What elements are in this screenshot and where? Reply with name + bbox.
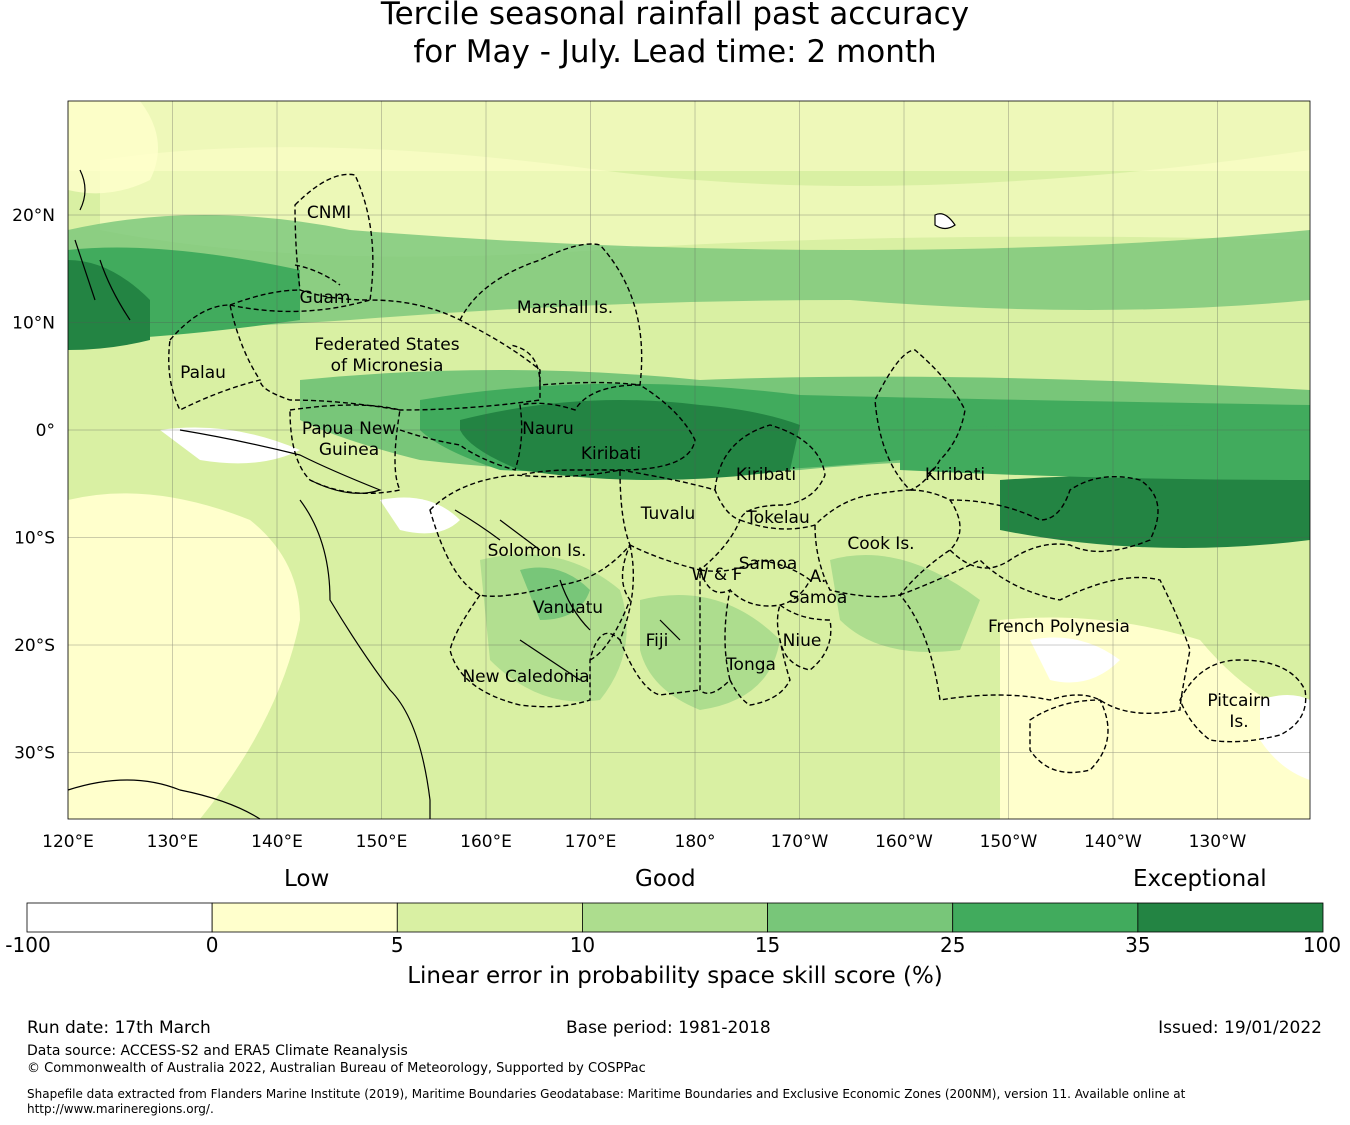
label-solomon-is: Solomon Is. (488, 541, 587, 561)
colorbar-segment (396, 902, 583, 933)
colorbar-label-low: Low (284, 866, 330, 892)
label-kiribati-phoenix: Kiribati (736, 465, 796, 485)
label-new-caledonia: New Caledonia (462, 667, 589, 687)
colorbar-tick-label: 25 (939, 933, 966, 957)
colorbar-tick-label: 5 (390, 933, 404, 957)
label-marshall-is: Marshall Is. (517, 298, 613, 318)
copyright: © Commonwealth of Australia 2022, Austra… (27, 1061, 646, 1076)
label-png-line2: Guinea (319, 440, 379, 460)
longitude-tick-label: 140°E (251, 832, 303, 852)
colorbar-title: Linear error in probability space skill … (407, 963, 943, 989)
label-palau: Palau (180, 363, 226, 383)
longitude-tick-label: 160°E (460, 832, 512, 852)
colorbar-tick-label: 0 (205, 933, 219, 957)
colorbar-tick-label: 10 (569, 933, 596, 957)
label-niue: Niue (783, 631, 822, 651)
longitude-tick-label: 170°W (771, 832, 829, 852)
colorbar-segment (1137, 902, 1324, 933)
latitude-tick-label: 10°S (14, 529, 55, 549)
label-samoa: Samoa (739, 554, 798, 574)
latitude-labels: 20°N 10°N 0° 10°S 20°S 30°S (12, 206, 55, 764)
map-frame (67, 100, 1311, 820)
label-tuvalu: Tuvalu (640, 504, 696, 524)
latitude-tick-label: 30°S (14, 744, 55, 764)
label-french-polynesia: French Polynesia (988, 617, 1130, 637)
shapefile-credit-line1: Shapefile data extracted from Flanders M… (27, 1087, 1186, 1101)
issued-date: Issued: 19/01/2022 (1158, 1018, 1322, 1038)
latitude-tick-label: 0° (36, 421, 55, 441)
colorbar-segment (26, 902, 213, 933)
latitude-tick-label: 20°N (12, 206, 55, 226)
title-line-2: for May - July. Lead time: 2 month (413, 34, 937, 70)
colorbar-segment (211, 902, 398, 933)
label-fsm-line2: of Micronesia (331, 356, 444, 376)
colorbar-tick-label: -100 (5, 933, 51, 957)
colorbar (26, 902, 1324, 933)
latitude-tick-label: 10°N (12, 314, 55, 334)
eez-boundaries (168, 173, 1307, 774)
label-nauru: Nauru (522, 419, 574, 439)
longitude-labels: 120°E 130°E 140°E 150°E 160°E 170°E 180° 170°W 1… (42, 832, 1246, 852)
label-american-samoa-line1: A. (810, 567, 827, 587)
longitude-tick-label: 120°E (42, 832, 94, 852)
longitude-tick-label: 130°E (147, 832, 199, 852)
longitude-tick-label: 150°E (356, 832, 408, 852)
label-fsm-line1: Federated States (314, 335, 459, 355)
label-fiji: Fiji (646, 631, 669, 651)
label-guam: Guam (300, 288, 351, 308)
label-wallis-futuna: W & F (692, 565, 743, 585)
longitude-tick-label: 160°W (875, 832, 933, 852)
longitude-tick-label: 140°W (1084, 832, 1142, 852)
run-date: Run date: 17th March (27, 1018, 211, 1038)
label-kiribati-gilbert: Kiribati (581, 444, 641, 464)
longitude-tick-label: 130°W (1189, 832, 1247, 852)
label-png-line1: Papua New (302, 419, 396, 439)
data-source: Data source: ACCESS-S2 and ERA5 Climate … (27, 1043, 408, 1059)
label-tokelau: Tokelau (745, 508, 810, 528)
label-american-samoa-line2: Samoa (789, 588, 848, 608)
latitude-tick-label: 20°S (14, 636, 55, 656)
label-pitcairn-line1: Pitcairn (1207, 691, 1270, 711)
longitude-tick-label: 170°E (565, 832, 617, 852)
colorbar-tick-label: 15 (754, 933, 781, 957)
coastlines (67, 169, 956, 820)
label-kiribati-line: Kiribati (925, 465, 985, 485)
colorbar-segment (582, 902, 768, 933)
colorbar-label-exceptional: Exceptional (1133, 866, 1267, 892)
graticule (67, 101, 1310, 819)
shapefile-credit-line2: http://www.marineregions.org/. (27, 1102, 214, 1116)
title-line-1: Tercile seasonal rainfall past accuracy (380, 0, 970, 32)
colorbar-segment (767, 902, 954, 933)
region-labels: CNMI Guam Marshall Is. Federated States … (180, 203, 1271, 732)
label-vanuatu: Vanuatu (533, 598, 603, 618)
base-period: Base period: 1981-2018 (566, 1018, 771, 1038)
label-pitcairn-line2: Is. (1229, 712, 1248, 732)
label-cook-is: Cook Is. (847, 534, 914, 554)
label-tonga: Tonga (725, 655, 776, 675)
colorbar-segment (952, 902, 1139, 933)
longitude-tick-label: 180° (675, 832, 716, 852)
skill-field (68, 101, 1310, 819)
colorbar-label-good: Good (635, 866, 696, 892)
label-cnmi: CNMI (307, 203, 351, 223)
colorbar-tick-label: 35 (1125, 933, 1151, 957)
longitude-tick-label: 150°W (980, 832, 1038, 852)
colorbar-tick-label: 100 (1302, 933, 1342, 957)
